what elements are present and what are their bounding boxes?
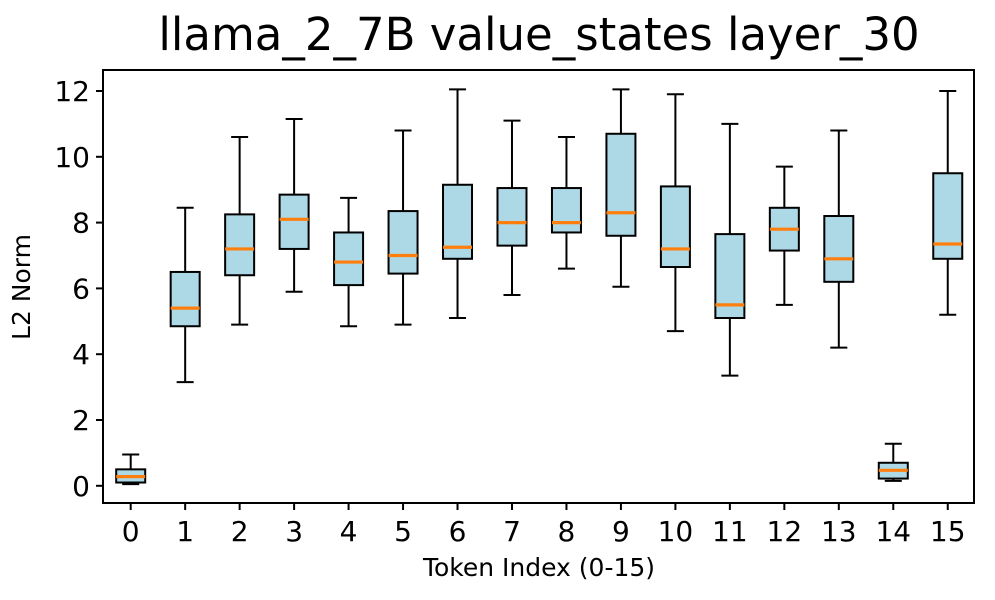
box-token-13 — [823, 215, 855, 283]
chart-title: llama_2_7B value_states layer_30 — [158, 8, 919, 61]
box-token-3 — [278, 193, 310, 250]
x-tick-label-11: 11 — [712, 515, 748, 548]
y-tick-label-4: 4 — [72, 338, 90, 371]
y-tick-label-12: 12 — [54, 75, 90, 108]
x-tick-label-6: 6 — [449, 515, 467, 548]
x-tick-label-12: 12 — [767, 515, 803, 548]
x-tick-label-4: 4 — [340, 515, 358, 548]
boxplot-boxes-group — [115, 88, 964, 486]
x-tick-label-15: 15 — [930, 515, 966, 548]
y-tick-label-2: 2 — [72, 404, 90, 437]
box-token-9 — [605, 132, 637, 237]
x-tick-label-8: 8 — [558, 515, 576, 548]
y-axis-label: L2 Norm — [7, 234, 36, 340]
x-tick-label-5: 5 — [394, 515, 412, 548]
box-token-10 — [659, 185, 691, 269]
x-tick-label-14: 14 — [875, 515, 911, 548]
y-tick-label-8: 8 — [72, 207, 90, 240]
y-tick-label-6: 6 — [72, 272, 90, 305]
y-tick-label-10: 10 — [54, 141, 90, 174]
y-tick-label-0: 0 — [72, 470, 90, 503]
x-tick-label-1: 1 — [176, 515, 194, 548]
x-tick-label-2: 2 — [231, 515, 249, 548]
box-token-4 — [333, 231, 365, 287]
box-token-8 — [550, 187, 582, 234]
plot-frame — [102, 69, 975, 504]
box-token-1 — [169, 270, 201, 328]
x-tick-label-13: 13 — [821, 515, 857, 548]
box-token-5 — [387, 210, 419, 275]
x-tick-label-10: 10 — [658, 515, 694, 548]
box-token-2 — [224, 213, 256, 277]
x-tick-label-0: 0 — [122, 515, 140, 548]
x-tick-label-3: 3 — [285, 515, 303, 548]
x-tick-label-9: 9 — [612, 515, 630, 548]
box-token-7 — [496, 187, 528, 247]
box-token-15 — [932, 172, 964, 260]
x-axis-label: Token Index (0-15) — [422, 553, 655, 582]
x-tick-label-7: 7 — [503, 515, 521, 548]
